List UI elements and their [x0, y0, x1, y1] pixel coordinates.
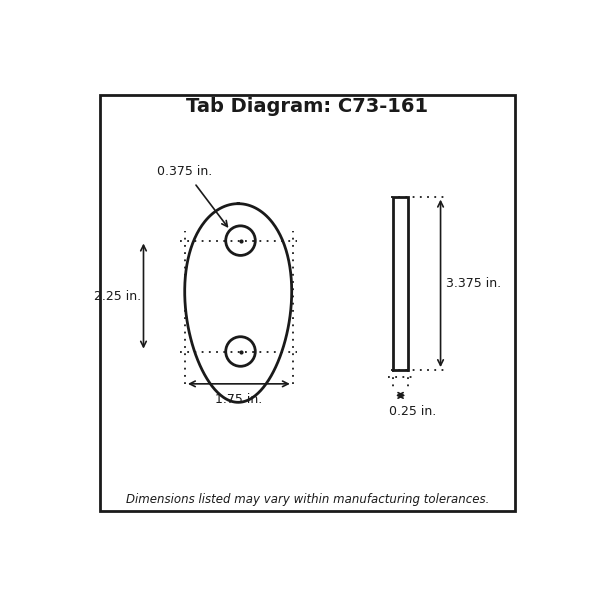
Text: 1.75 in.: 1.75 in. [215, 393, 263, 406]
Bar [393, 197, 408, 370]
Text: 2.25 in.: 2.25 in. [94, 290, 141, 302]
Text: Dimensions listed may vary within manufacturing tolerances.: Dimensions listed may vary within manufa… [126, 493, 489, 506]
Text: Tab Diagram: C73-161: Tab Diagram: C73-161 [187, 97, 428, 116]
Text: 0.25 in.: 0.25 in. [389, 404, 436, 418]
Text: 0.375 in.: 0.375 in. [157, 165, 212, 178]
Text: 3.375 in.: 3.375 in. [446, 277, 501, 290]
